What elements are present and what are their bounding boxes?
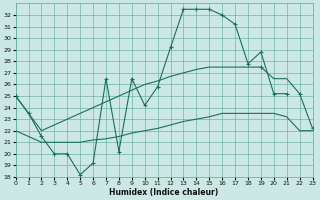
X-axis label: Humidex (Indice chaleur): Humidex (Indice chaleur) xyxy=(109,188,219,197)
